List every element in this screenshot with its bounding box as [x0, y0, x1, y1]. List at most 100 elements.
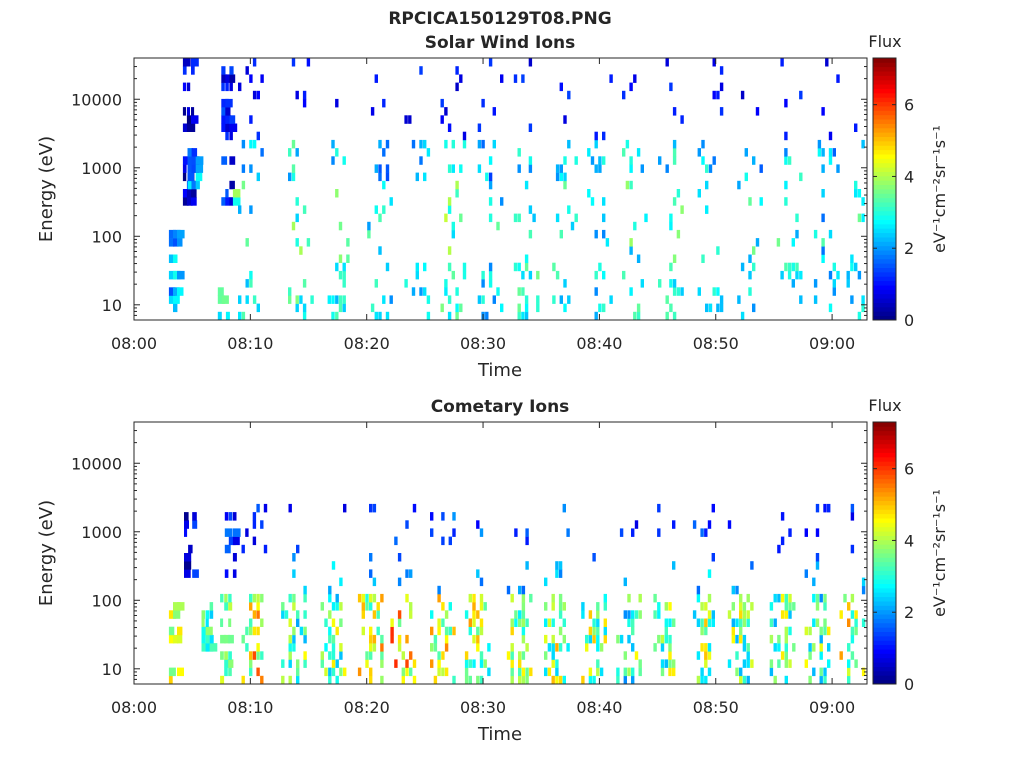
heatmap-cell [488, 180, 493, 190]
colorbar-segment [873, 535, 896, 541]
heatmap-cell [603, 626, 607, 636]
heatmap-cell [241, 675, 245, 685]
heatmap-cell [558, 593, 563, 603]
heatmap-cell [850, 544, 855, 554]
heatmap-cell [374, 311, 378, 321]
heatmap-cell [256, 593, 260, 603]
heatmap-cell [585, 643, 589, 652]
heatmap-cell [525, 536, 529, 546]
heatmap-cell [339, 667, 343, 677]
colorbar-tick-label: 6 [904, 96, 914, 115]
heatmap-cell [631, 675, 635, 685]
axes: 08:00 08:10 08:20 08:30 08:40 08:50 09:00 10 100… [71, 421, 867, 717]
x-axis-label: Time [477, 360, 522, 381]
heatmap-cell [808, 675, 812, 685]
heatmap-cell [827, 626, 831, 636]
heatmap-cell [742, 675, 747, 685]
heatmap-cell [731, 585, 735, 595]
heatmap-cell [700, 626, 704, 636]
heatmap-cell [302, 311, 307, 321]
heatmap-cell [861, 618, 866, 627]
heatmap-cell [513, 74, 518, 83]
heatmap-cell [464, 667, 469, 677]
heatmap-cell [627, 593, 631, 603]
heatmap-cell [823, 602, 827, 611]
colorbar: 0 2 4 6 [872, 57, 914, 330]
heatmap-cell [773, 643, 777, 652]
heatmap-cell [288, 593, 292, 603]
heatmap-cell [521, 74, 525, 83]
y-tick-label: 10 [102, 296, 122, 315]
heatmap-cell [513, 213, 518, 223]
heatmap-cell [812, 667, 816, 677]
heatmap-cell [850, 593, 855, 603]
heatmap-cell [444, 626, 449, 636]
colorbar-segment [873, 62, 896, 68]
heatmap-cell [260, 675, 264, 685]
heatmap-cell [281, 610, 285, 619]
heatmap-cell [559, 172, 563, 182]
heatmap-cell [672, 107, 677, 116]
heatmap-cell [854, 262, 858, 272]
heatmap-cell [551, 675, 555, 685]
heatmap-cell [182, 66, 187, 75]
heatmap-cell [521, 667, 526, 677]
heatmap-cell [447, 123, 452, 132]
heatmap-cell [205, 626, 213, 636]
heatmap-cell [819, 651, 823, 660]
heatmap-cell [444, 667, 449, 677]
heatmap-cell [817, 148, 822, 157]
heatmap-cell [225, 189, 229, 198]
heatmap-cell [594, 270, 598, 280]
heatmap-cell [815, 593, 820, 603]
spectrogram-cells [168, 58, 865, 321]
y-axis-label: Energy (eV) [36, 500, 57, 606]
heatmap-cell [705, 164, 709, 173]
heatmap-cell [496, 221, 500, 231]
heatmap-cell [602, 131, 606, 141]
colorbar-segment [873, 448, 896, 453]
x-tick-label: 08:50 [693, 698, 739, 717]
heatmap-cell [441, 618, 445, 627]
heatmap-cell [342, 262, 346, 272]
heatmap-cell [292, 634, 296, 644]
heatmap-cell [823, 503, 827, 513]
heatmap-cell [787, 270, 792, 280]
heatmap-cell [719, 303, 724, 313]
heatmap-cell [819, 593, 823, 603]
heatmap-cell [225, 123, 234, 132]
heatmap-cell [221, 197, 226, 206]
heatmap-cell [510, 643, 514, 652]
panel-title: Cometary Ions [431, 397, 570, 417]
colorbar-segment [873, 522, 896, 528]
heatmap-cell [191, 164, 199, 173]
heatmap-cell [361, 593, 365, 603]
heatmap-cell [182, 58, 191, 67]
heatmap-cell [378, 246, 382, 255]
heatmap-cell [485, 311, 489, 321]
heatmap-cell [510, 675, 514, 685]
heatmap-cell [335, 675, 339, 685]
heatmap-cell [177, 626, 183, 636]
heatmap-cell [228, 593, 232, 603]
heatmap-cell [328, 626, 332, 636]
heatmap-cell [217, 295, 225, 304]
heatmap-cell [525, 667, 529, 677]
heatmap-cell [739, 675, 743, 685]
heatmap-cell [201, 643, 210, 652]
heatmap-cell [452, 675, 456, 685]
heatmap-cell [369, 634, 373, 644]
colorbar-segment [873, 127, 896, 133]
heatmap-cell [252, 512, 257, 521]
heatmap-cell [653, 643, 657, 652]
heatmap-cell [430, 512, 434, 521]
heatmap-cell [168, 287, 176, 296]
colorbar-segment [873, 557, 896, 563]
heatmap-cell [228, 618, 232, 627]
heatmap-cell [168, 229, 177, 239]
heatmap-cell [623, 667, 627, 677]
colorbar-segment [873, 518, 896, 523]
heatmap-cell [590, 156, 595, 165]
heatmap-cell [419, 156, 423, 165]
colorbar-segment [873, 653, 896, 659]
